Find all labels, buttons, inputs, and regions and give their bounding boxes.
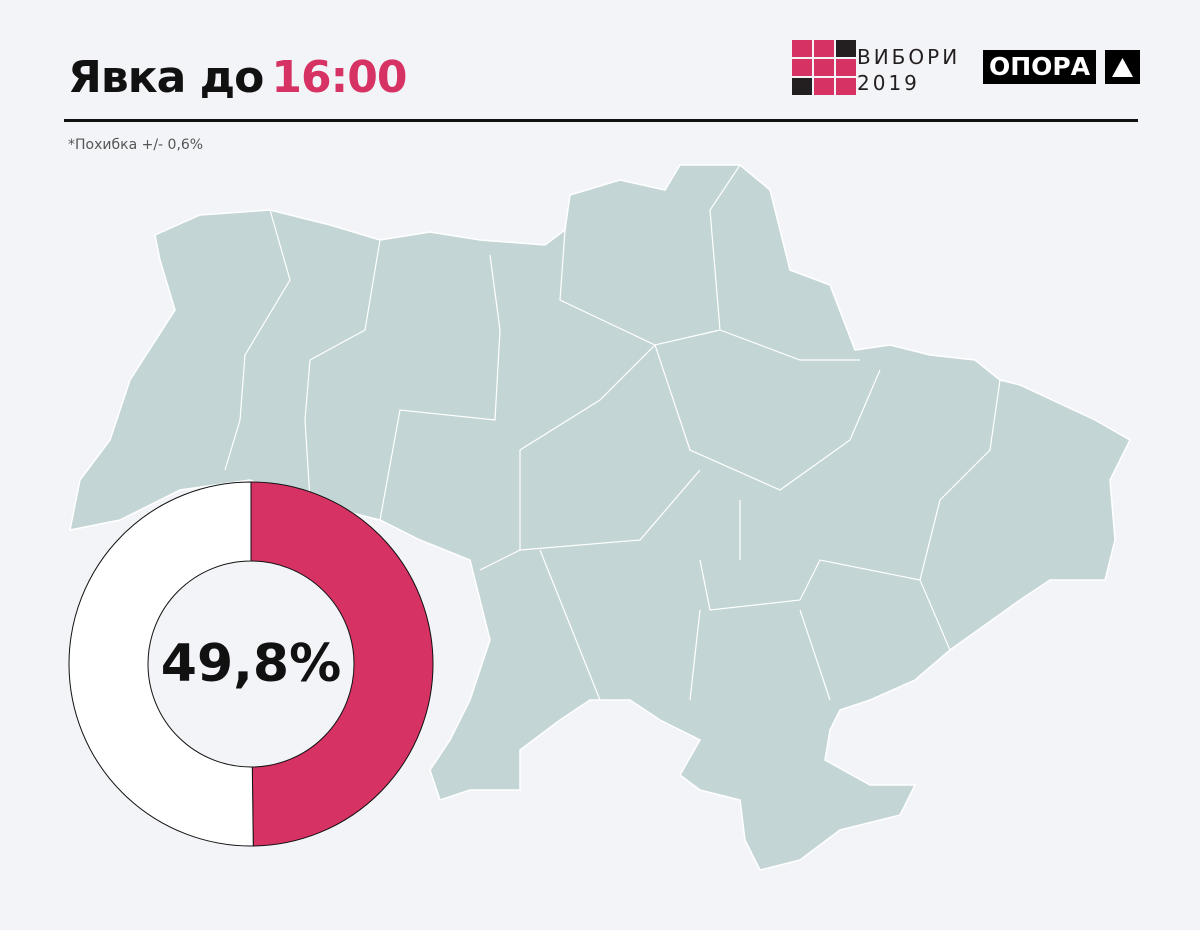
vybory-logo-text: ВИБОРИ 2019: [857, 45, 961, 95]
margin-of-error-note: *Похибка +/- 0,6%: [68, 137, 204, 153]
turnout-percent-label: 49,8%: [160, 634, 342, 694]
title-time: 16:00: [271, 52, 407, 103]
divider: [64, 119, 1138, 122]
ukraine-map: [69, 164, 1131, 871]
donut-segment-turnout: [250, 481, 434, 847]
opora-triangle-icon: [1105, 50, 1140, 84]
donut-segment-remainder: [68, 481, 254, 847]
region-borders: [224, 164, 1001, 701]
page-title: Явка до 16:00: [68, 52, 407, 103]
opora-logo: ОПОРА: [983, 50, 1097, 84]
vybory-logo-grid: [792, 40, 856, 95]
title-text: Явка до: [68, 52, 264, 103]
